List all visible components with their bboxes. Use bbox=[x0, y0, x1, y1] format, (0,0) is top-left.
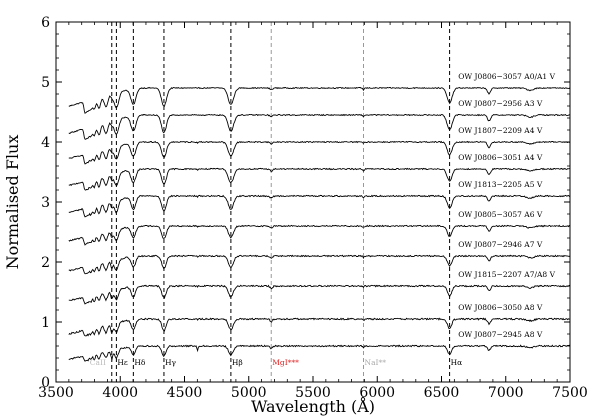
spectral-line-label-Hα: Hα bbox=[451, 358, 463, 367]
x-tick-label: 5000 bbox=[231, 385, 267, 401]
spectral-line-label-MgI: MgI*** bbox=[272, 358, 299, 367]
spectrum-label: OW J1815−2207 A7/A8 V bbox=[458, 270, 555, 279]
spectral-line-label-Hδ: Hδ bbox=[134, 358, 146, 367]
y-tick-label: 5 bbox=[41, 75, 50, 91]
spectral-line-markers bbox=[111, 22, 451, 382]
x-axis-label: Wavelength (Å) bbox=[251, 396, 375, 416]
spectrum-label: OW J0805−3057 A6 V bbox=[458, 210, 543, 219]
spectrum-series bbox=[68, 224, 571, 246]
x-tick-label: 5500 bbox=[295, 385, 331, 401]
spectrum-series bbox=[68, 140, 570, 165]
y-tick-label: 4 bbox=[41, 135, 50, 151]
spectrum-label: OW J1807−2209 A4 V bbox=[458, 126, 543, 135]
x-tick-label: 6500 bbox=[424, 385, 460, 401]
x-tick-label: 4000 bbox=[102, 385, 138, 401]
spectra-series bbox=[68, 86, 571, 362]
y-axis-label: Normalised Flux bbox=[3, 135, 22, 270]
spectrum-label: OW J0807−2956 A3 V bbox=[458, 99, 543, 108]
axis-ticks: 3500 4000 4500 5000 5500 6000 6500 7000 7500 0 1 2 3… bbox=[38, 15, 588, 401]
spectrum-label: OW J0807−2945 A8 V bbox=[458, 330, 543, 339]
y-tick-label: 1 bbox=[41, 315, 50, 331]
spectrum-series bbox=[68, 317, 571, 337]
y-tick-label: 2 bbox=[41, 255, 50, 271]
spectrum-series bbox=[68, 254, 571, 275]
star-labels: OW J0806−3057 A0/A1 V OW J0807−2956 A3 V O… bbox=[458, 72, 555, 339]
spectrum-series bbox=[68, 194, 571, 218]
x-tick-label: 3500 bbox=[38, 385, 74, 401]
spectrum-series bbox=[68, 284, 571, 305]
y-tick-label: 3 bbox=[41, 195, 50, 211]
y-tick-label: 0 bbox=[41, 375, 50, 391]
x-tick-label: 6000 bbox=[359, 385, 395, 401]
spectrum-label: OW J0807−2946 A7 V bbox=[458, 240, 543, 249]
spectrum-label: OW J0806−3051 A4 V bbox=[458, 153, 543, 162]
spectral-line-label-NaI: NaI** bbox=[365, 358, 387, 367]
spectrum-label: OW J0806−3050 A8 V bbox=[458, 303, 543, 312]
spectrum-series bbox=[68, 113, 571, 140]
spectral-line-label-CaII: CaII bbox=[90, 358, 106, 367]
spectral-line-label-Hγ: Hγ bbox=[165, 358, 177, 367]
spectral-line-label-Hε: Hε bbox=[117, 358, 128, 367]
y-tick-label: 6 bbox=[41, 15, 50, 31]
spectral-line-labels: CaII Hε Hδ Hγ Hβ MgI*** NaI** Hα bbox=[90, 358, 462, 367]
spectrum-label: OW J0806−3057 A0/A1 V bbox=[458, 72, 555, 81]
x-tick-label: 4500 bbox=[167, 385, 203, 401]
spectrum-label: OW J1813−2205 A5 V bbox=[458, 180, 543, 189]
spectrum-series bbox=[68, 344, 571, 362]
spectral-line-label-Hβ: Hβ bbox=[232, 358, 243, 367]
spectrum-series bbox=[68, 86, 571, 114]
spectrum-series bbox=[68, 167, 571, 191]
x-tick-label: 7500 bbox=[552, 385, 588, 401]
x-tick-label: 7000 bbox=[488, 385, 524, 401]
